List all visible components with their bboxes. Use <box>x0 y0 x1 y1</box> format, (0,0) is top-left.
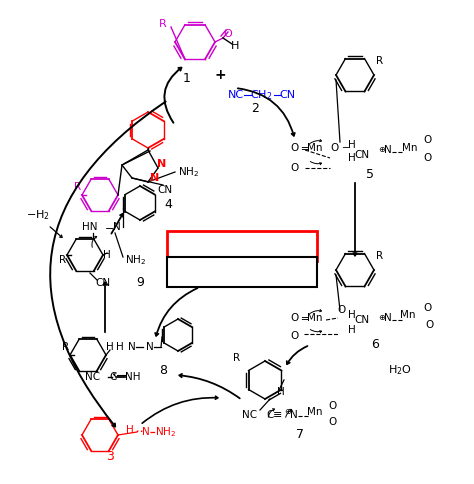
Text: O: O <box>338 305 346 315</box>
Text: NH$_2$: NH$_2$ <box>125 253 146 267</box>
Text: Mn: Mn <box>402 143 418 153</box>
Text: H: H <box>348 310 356 320</box>
Text: $\mathbf{\cdot\cdot}$: $\mathbf{\cdot\cdot}$ <box>136 425 145 435</box>
Text: O: O <box>424 135 432 145</box>
Text: H: H <box>348 153 356 163</box>
Text: R: R <box>233 353 241 363</box>
Text: ≡: ≡ <box>273 410 283 420</box>
Text: O: O <box>424 153 432 163</box>
Text: 9: 9 <box>136 276 144 289</box>
Text: O: O <box>424 303 432 313</box>
Text: R: R <box>159 19 167 29</box>
Text: R: R <box>376 56 383 66</box>
Text: ═: ═ <box>301 313 309 323</box>
Text: O: O <box>291 143 299 153</box>
Text: MnO₂: MnO₂ <box>219 241 265 256</box>
Text: 1: 1 <box>183 72 191 85</box>
Text: N: N <box>384 313 392 323</box>
Text: O: O <box>291 331 299 341</box>
Text: Mn: Mn <box>400 310 416 320</box>
Text: CN: CN <box>355 150 370 160</box>
Text: N: N <box>157 159 167 169</box>
Text: HN: HN <box>82 222 98 232</box>
Text: N: N <box>146 342 154 352</box>
Text: O: O <box>224 29 232 39</box>
Text: R: R <box>74 182 82 192</box>
Text: H: H <box>277 387 285 397</box>
Text: O: O <box>426 320 434 330</box>
Text: 8: 8 <box>159 363 167 377</box>
Text: N: N <box>128 342 136 352</box>
Text: $\oplus$: $\oplus$ <box>378 146 386 154</box>
Text: 5: 5 <box>366 168 374 182</box>
Text: Mn: Mn <box>307 143 323 153</box>
Text: $\mathsf{CH_2}$: $\mathsf{CH_2}$ <box>250 88 273 102</box>
Text: H: H <box>103 250 111 260</box>
Text: H: H <box>106 342 114 352</box>
Text: C: C <box>266 410 273 420</box>
Text: CN: CN <box>157 185 173 195</box>
Text: 6: 6 <box>371 338 379 351</box>
FancyBboxPatch shape <box>167 257 317 287</box>
Text: CN: CN <box>95 278 110 288</box>
Text: H: H <box>126 425 134 435</box>
Text: Mn: Mn <box>307 407 323 417</box>
Text: 2: 2 <box>251 102 259 115</box>
Text: NH: NH <box>125 372 141 382</box>
Text: N: N <box>384 145 392 155</box>
Text: ═: ═ <box>301 143 309 153</box>
Text: O: O <box>291 163 299 173</box>
Text: +: + <box>214 68 226 82</box>
Text: N: N <box>150 173 160 183</box>
Text: $-$H$_2$: $-$H$_2$ <box>26 208 50 222</box>
Text: H: H <box>348 325 356 335</box>
Text: 3: 3 <box>106 451 114 464</box>
Text: ─: ─ <box>342 143 348 153</box>
Text: R: R <box>376 251 383 261</box>
Text: NH$_2$: NH$_2$ <box>178 165 199 179</box>
Text: R: R <box>59 255 66 265</box>
Text: $\oplus$: $\oplus$ <box>378 314 386 322</box>
Text: H: H <box>116 342 124 352</box>
Text: NC: NC <box>228 90 244 100</box>
Text: silica-alumina bed: silica-alumina bed <box>188 267 296 279</box>
Text: NC: NC <box>242 410 257 420</box>
Text: 7: 7 <box>296 428 304 441</box>
Text: O: O <box>291 313 299 323</box>
Text: $-$: $-$ <box>104 222 114 232</box>
Text: C: C <box>109 372 117 382</box>
Text: O: O <box>329 417 337 427</box>
Text: 4: 4 <box>164 198 172 212</box>
Text: Mn: Mn <box>307 313 323 323</box>
Text: CN: CN <box>355 315 370 325</box>
Text: CN: CN <box>279 90 295 100</box>
Text: NC: NC <box>85 372 100 382</box>
Text: N: N <box>142 427 150 437</box>
Text: $\oplus$: $\oplus$ <box>284 408 292 417</box>
Text: H: H <box>348 140 356 150</box>
Text: H$_2$O: H$_2$O <box>388 363 412 377</box>
Text: H: H <box>231 41 239 51</box>
FancyBboxPatch shape <box>167 231 317 261</box>
Text: O: O <box>331 143 339 153</box>
Text: NH$_2$: NH$_2$ <box>155 425 177 439</box>
Text: O: O <box>329 401 337 411</box>
Text: N: N <box>290 410 298 420</box>
Text: N: N <box>113 222 121 232</box>
Text: R: R <box>63 342 70 352</box>
